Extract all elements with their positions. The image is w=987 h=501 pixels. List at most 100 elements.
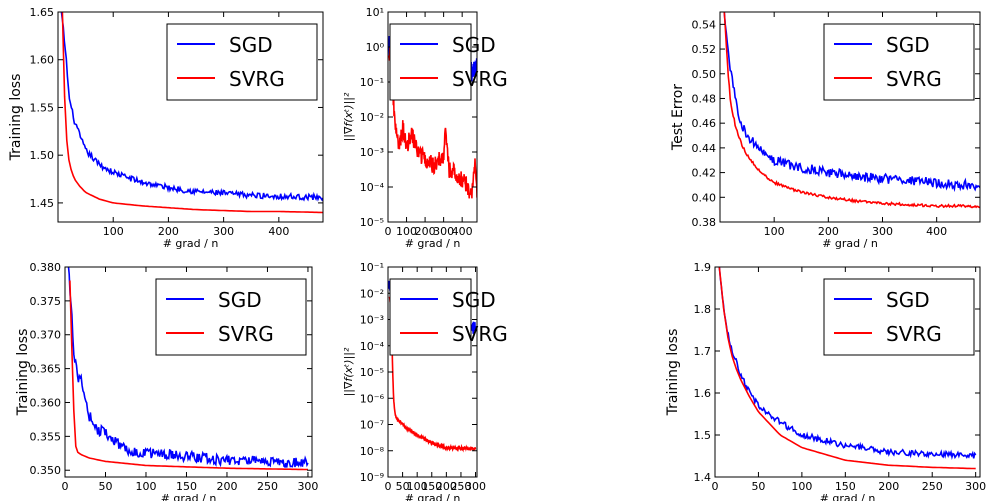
y-tick-label: 10⁻⁴ xyxy=(360,340,385,353)
chart-panel-3: 100 200 300 400 0.38 0.40 0.42 0.44 0.46 0.48 0.50… xyxy=(670,11,981,250)
legend-label-sgd: SGD xyxy=(886,33,930,57)
legend-label-sgd: SGD xyxy=(886,288,930,312)
x-tick-label: 250 xyxy=(450,480,471,493)
y-axis-label: Training loss xyxy=(665,329,681,417)
x-tick-label: 300 xyxy=(297,480,318,493)
y-tick-label: 1.5 xyxy=(694,429,712,442)
legend-label-sgd: SGD xyxy=(218,288,262,312)
x-tick-label: 0 xyxy=(712,480,719,493)
y-tick-label: 0.42 xyxy=(692,167,717,180)
y-tick-label: 10⁻⁵ xyxy=(360,216,384,229)
series-line-svrg xyxy=(388,296,477,453)
x-tick-label: 200 xyxy=(878,480,899,493)
y-axis-label: ||∇f(xᵗ)||² xyxy=(342,347,355,396)
x-tick-label: 200 xyxy=(216,480,237,493)
y-tick-label: 0.46 xyxy=(692,117,717,130)
y-tick-label: 0.48 xyxy=(692,92,717,105)
chart-panel-1: 100 200 300 400 1.45 1.50 1.55 1.60 1.65 # grad /… xyxy=(8,6,324,250)
y-tick-label: 10¹ xyxy=(366,6,384,19)
y-tick-label: 1.4 xyxy=(694,471,712,484)
x-tick-label: 100 xyxy=(135,480,156,493)
x-tick-label: 250 xyxy=(922,480,943,493)
legend-label-svrg: SVRG xyxy=(886,67,942,91)
x-tick-label: 300 xyxy=(213,225,234,238)
series-line-svrg xyxy=(388,47,477,199)
x-tick-label: 50 xyxy=(396,480,410,493)
legend: SGD SVRG xyxy=(389,23,508,101)
x-tick-label: 200 xyxy=(415,225,436,238)
x-axis-label: # grad / n xyxy=(405,492,461,501)
y-axis-label: Training loss xyxy=(15,329,31,417)
y-tick-label: 1.45 xyxy=(30,197,55,210)
y-tick-label: 0.40 xyxy=(692,191,717,204)
legend-label-svrg: SVRG xyxy=(452,67,508,91)
x-tick-label: 100 xyxy=(407,480,428,493)
x-axis-label: # grad / n xyxy=(161,492,217,501)
y-tick-label: 0.50 xyxy=(692,68,717,81)
y-tick-label: 10⁻⁷ xyxy=(360,419,384,432)
y-tick-label: 0.54 xyxy=(692,18,717,31)
y-tick-label: 10⁻⁸ xyxy=(360,445,385,458)
y-axis-label: Test Error xyxy=(670,84,686,151)
legend-label-svrg: SVRG xyxy=(886,322,942,346)
x-tick-label: 400 xyxy=(268,225,289,238)
y-tick-label: 1.65 xyxy=(30,6,55,19)
series-line-svrg xyxy=(69,280,308,471)
y-tick-label: 10⁻³ xyxy=(360,146,384,159)
y-tick-label: 0.38 xyxy=(692,216,717,229)
x-tick-label: 0 xyxy=(385,480,392,493)
y-tick-label: 1.9 xyxy=(694,261,712,274)
x-tick-label: 300 xyxy=(465,480,486,493)
y-tick-label: 1.55 xyxy=(30,101,55,114)
y-tick-label: 0.355 xyxy=(30,430,62,443)
x-axis-label: # grad / n xyxy=(405,237,461,250)
x-tick-label: 150 xyxy=(421,480,442,493)
x-tick-label: 200 xyxy=(158,225,179,238)
y-tick-label: 10⁻⁶ xyxy=(360,392,385,405)
x-axis-label: # grad / n xyxy=(822,237,878,250)
x-tick-label: 50 xyxy=(751,480,765,493)
x-tick-label: 150 xyxy=(835,480,856,493)
y-tick-label: 0.375 xyxy=(30,295,62,308)
legend: SGD SVRG xyxy=(155,278,307,356)
y-tick-label: 10⁻¹ xyxy=(360,76,384,89)
y-tick-label: 0.44 xyxy=(692,142,717,155)
plot-frame xyxy=(714,266,981,478)
x-tick-label: 400 xyxy=(926,225,947,238)
chart-panel-4: 0 50 100 150 200 250 300 0.350 0.355 0.360 0.365 0.… xyxy=(15,261,318,501)
legend-label-svrg: SVRG xyxy=(229,67,285,91)
chart-panel-6: 0 50 100 150 200 250 300 1.4 1.5 1.6 1.7 1.8 1.9 # gr… xyxy=(665,261,986,501)
x-tick-label: 150 xyxy=(176,480,197,493)
x-tick-label: 300 xyxy=(872,225,893,238)
y-tick-label: 0.365 xyxy=(30,363,62,376)
x-tick-label: 100 xyxy=(103,225,124,238)
x-tick-label: 200 xyxy=(436,480,457,493)
y-tick-label: 10⁰ xyxy=(366,41,385,54)
plot-frame xyxy=(719,11,981,223)
y-tick-label: 10⁻¹ xyxy=(360,261,384,274)
series-line-svrg xyxy=(723,12,980,209)
legend: SGD SVRG xyxy=(389,278,508,356)
x-tick-label: 0 xyxy=(385,225,392,238)
legend-label-svrg: SVRG xyxy=(452,322,508,346)
y-tick-label: 10⁻² xyxy=(360,287,384,300)
series-line-svrg xyxy=(61,12,323,214)
x-tick-label: 100 xyxy=(764,225,785,238)
x-tick-label: 300 xyxy=(965,480,986,493)
y-tick-label: 10⁻⁵ xyxy=(360,366,384,379)
y-tick-label: 0.380 xyxy=(30,261,62,274)
y-axis-label: Training loss xyxy=(8,74,24,162)
y-tick-label: 10⁻⁹ xyxy=(360,471,384,484)
y-axis-label: ||∇f(xᵗ)||² xyxy=(342,92,355,141)
x-tick-label: 300 xyxy=(433,225,454,238)
x-tick-label: 100 xyxy=(791,480,812,493)
x-axis-label: # grad / n xyxy=(163,237,219,250)
x-tick-label: 400 xyxy=(452,225,473,238)
x-tick-label: 0 xyxy=(62,480,69,493)
y-tick-label: 0.360 xyxy=(30,396,62,409)
plot-frame xyxy=(64,266,313,478)
series-line-svrg xyxy=(718,267,976,470)
